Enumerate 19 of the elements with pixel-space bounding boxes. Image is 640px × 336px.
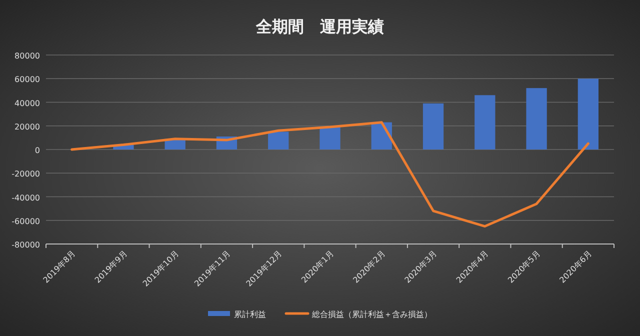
legend-label: 累計利益 [234,310,266,319]
bar [422,103,444,150]
bar [578,78,599,150]
y-tick-label: 80000 [14,52,40,60]
bar [474,95,496,150]
line-series [70,121,590,228]
y-tick-label: -20000 [12,170,40,179]
y-tick-label: 20000 [14,122,40,132]
y-tick-label: 60000 [14,75,40,84]
y-tick-label: -60000 [12,216,40,226]
chart-title: 全期間 運用実績 [255,17,384,36]
bar [268,132,289,150]
legend-label: 総合損益（累計利益＋含み損益） [311,310,432,319]
bar [320,127,340,150]
y-tick-label: 0 [34,146,40,155]
y-tick-label: -40000 [12,193,40,202]
y-tick-label: -80000 [12,240,40,250]
bar [526,88,547,150]
y-tick-label: 40000 [14,98,40,108]
